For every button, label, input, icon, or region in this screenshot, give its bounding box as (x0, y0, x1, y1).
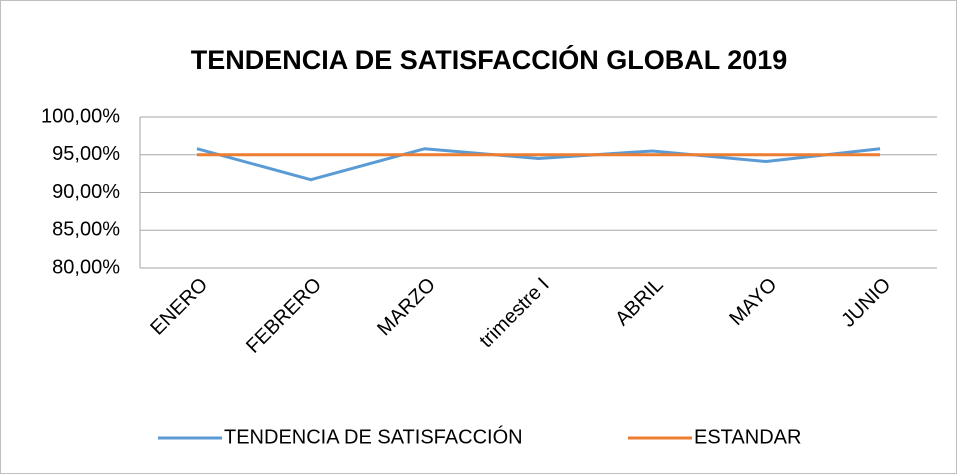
y-tick-label: 95,00% (52, 143, 120, 165)
legend-label: TENDENCIA DE SATISFACCIÓN (224, 425, 523, 448)
y-tick-label: 80,00% (52, 256, 120, 278)
y-tick-label: 85,00% (52, 219, 120, 241)
series-line (196, 147, 881, 182)
legend-label: ESTANDAR (694, 426, 801, 448)
y-tick-label: 90,00% (52, 181, 120, 203)
y-tick-label: 100,00% (41, 105, 120, 127)
chart-title: TENDENCIA DE SATISFACCIÓN GLOBAL 2019 (191, 44, 788, 75)
